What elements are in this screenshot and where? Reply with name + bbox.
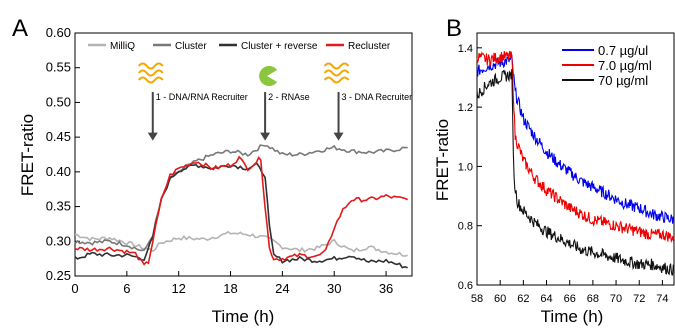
legend-entry: 0.7 µg/ul [598,43,648,58]
panel-b-xlabel: Time (h) [541,307,604,326]
panel-a-xlabel: Time (h) [212,307,275,326]
b-ytick-label: 1.4 [458,43,473,55]
series-line [74,155,409,266]
series-line [476,54,675,224]
panel-a-ylabel: FRET-ratio [18,114,37,196]
panel-a-label: A [12,15,28,42]
a-ytick-label: 0.45 [46,129,71,144]
b-ytick-label: 0.8 [458,221,473,233]
annotation-label: 1 - DNA/RNA Recruiter [156,92,248,102]
a-ytick-label: 0.25 [46,268,71,283]
legend-entry: 70 µg/ml [598,73,648,88]
a-xtick-label: 6 [123,281,130,296]
annotation-label: 2 - RNAse [268,92,310,102]
a-ytick-label: 0.30 [46,233,71,248]
panel-b-series [476,50,675,276]
series-line [74,144,408,252]
panel-a-series [74,144,409,269]
panel-a-legend: MilliQ Cluster Cluster + reverse Recluster [88,41,391,52]
annotation-label: 3 - DNA Recruiter [342,92,413,102]
panel-a-annotations: 1 - DNA/RNA Recruiter 2 - RNAse 3 - DNA Re… [137,62,413,141]
b-ytick-label: 1.0 [458,161,473,173]
annotation-arrowhead [147,132,158,141]
a-xtick-label: 18 [223,281,237,296]
b-xtick-label: 62 [517,293,529,305]
squiggle-dna-icon [137,62,164,84]
legend-entry: 7.0 µg/ml [598,58,652,73]
annotation-arrowhead [260,132,271,141]
a-ytick-label: 0.35 [46,199,71,214]
b-xtick-label: 60 [494,293,506,305]
a-xtick-label: 12 [171,281,185,296]
panel-b: B 58 60 62 64 66 68 70 72 74 0.6 0.8 1.0 1.2 1.4 0.7 … [433,15,675,326]
legend-entry: Cluster + reverse [241,41,318,52]
b-xtick-label: 70 [610,293,622,305]
legend-entry: Recluster [348,41,391,52]
b-xtick-label: 64 [540,293,552,305]
a-ytick-label: 0.50 [46,94,71,109]
b-xtick-label: 58 [471,293,483,305]
legend-entry: MilliQ [110,41,135,52]
series-line [476,50,675,243]
b-xtick-label: 66 [564,293,576,305]
b-xtick-label: 68 [587,293,599,305]
legend-entry: Cluster [175,41,207,52]
panel-a-plot-frame [74,32,413,277]
panel-b-ylabel: FRET-ratio [433,119,452,201]
b-xtick-label: 74 [656,293,668,305]
annotation-arrowhead [333,132,344,141]
series-line [476,68,675,276]
a-xtick-label: 24 [275,281,289,296]
b-ytick-label: 0.6 [458,280,473,292]
a-ytick-label: 0.55 [46,60,71,75]
b-ytick-label: 1.2 [458,102,473,114]
a-ytick-label: 0.60 [46,25,71,40]
panel-b-axes: 58 60 62 64 66 68 70 72 74 0.6 0.8 1.0 1.2 1.4 [458,43,669,305]
series-line [74,161,408,269]
panel-b-plot-frame [476,32,675,286]
a-xtick-label: 30 [327,281,341,296]
a-xtick-label: 36 [379,281,393,296]
b-xtick-label: 72 [633,293,645,305]
panel-b-label: B [446,15,462,42]
a-ytick-label: 0.40 [46,164,71,179]
squiggle-dna-icon [323,62,350,84]
series-line [74,230,408,257]
panel-a-axes: 0 6 12 18 24 30 36 0.25 0.30 0.35 0.40 0.45 0.50 0.55… [46,25,394,296]
panel-a: A 0 6 12 18 24 30 36 0.25 0.30 0.35 0.40 0.45 0.50 0.… [12,15,413,326]
a-xtick-label: 0 [71,281,78,296]
pacman-rnase-icon [259,66,278,87]
